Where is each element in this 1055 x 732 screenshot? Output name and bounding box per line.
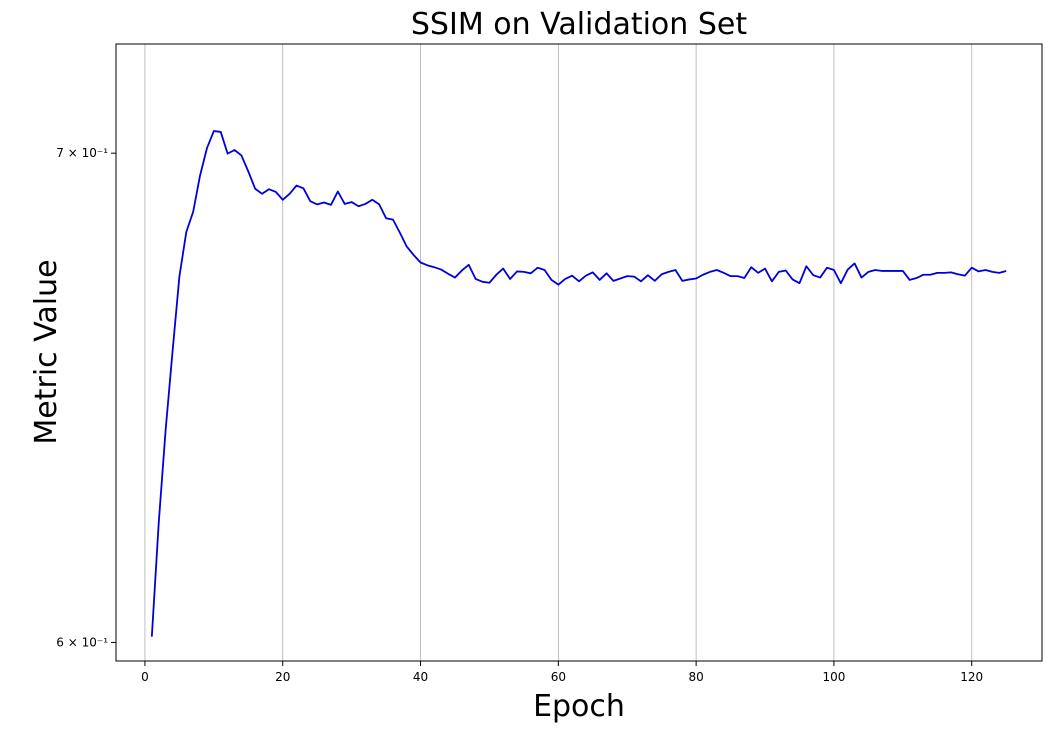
- x-tick-label-100: 100: [822, 670, 845, 684]
- x-axis-ticks: 0 20 40 60 80 100 120: [141, 661, 983, 684]
- plot-area-frame: [115, 43, 1043, 662]
- chart-title: SSIM on Validation Set: [411, 7, 747, 42]
- y-tick-label-1: 6 × 10⁻¹: [56, 635, 108, 649]
- series-group: [150, 130, 1007, 637]
- x-axis-label: Epoch: [533, 689, 625, 724]
- x-tick-label-120: 120: [960, 670, 983, 684]
- grid-lines: [144, 44, 973, 661]
- x-tick-label-0: 0: [141, 670, 149, 684]
- series-line-0: [150, 130, 1007, 637]
- x-tick-label-80: 80: [688, 670, 703, 684]
- y-axis-ticks: 7 × 10⁻¹ 6 × 10⁻¹: [56, 146, 116, 649]
- y-axis-label: Metric Value: [29, 259, 64, 444]
- x-tick-label-60: 60: [551, 670, 566, 684]
- x-tick-label-40: 40: [413, 670, 428, 684]
- y-tick-label-0: 7 × 10⁻¹: [56, 146, 108, 160]
- x-tick-label-20: 20: [275, 670, 290, 684]
